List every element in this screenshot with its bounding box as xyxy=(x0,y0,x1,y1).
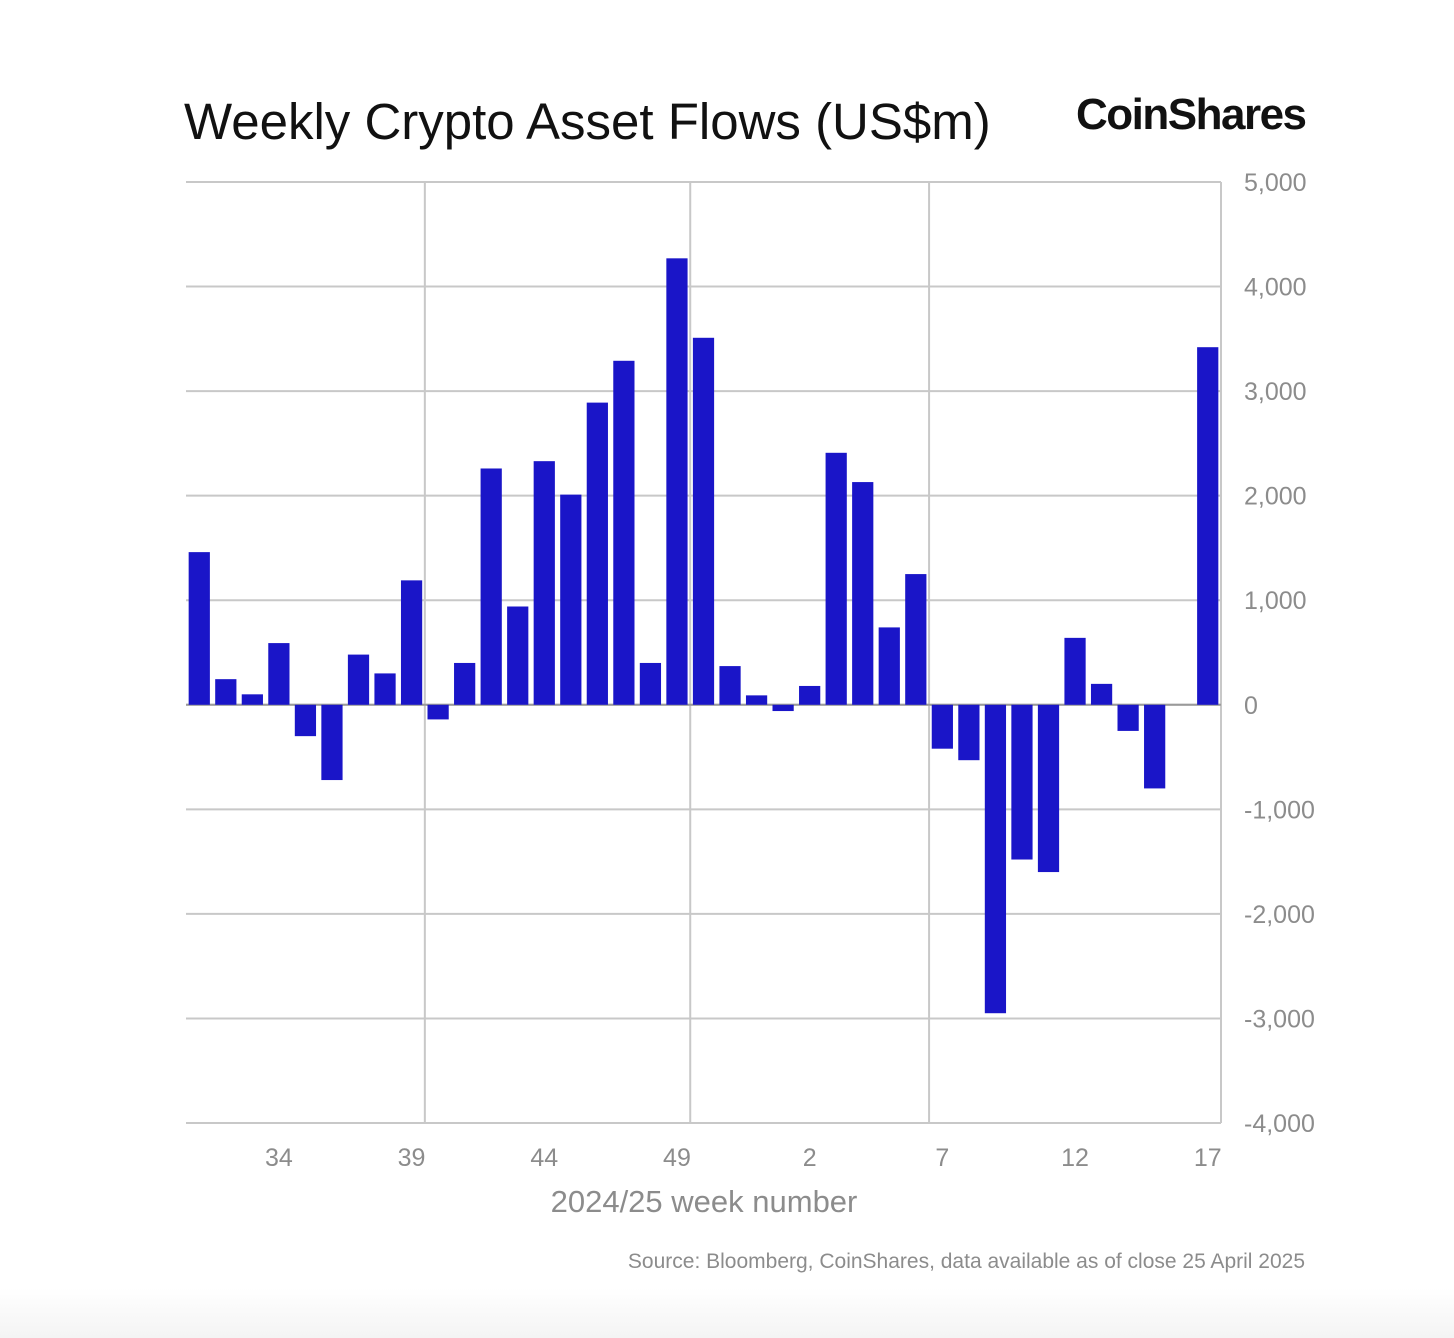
x-tick-label: 49 xyxy=(663,1144,691,1172)
x-tick-label: 39 xyxy=(398,1144,426,1172)
bar-week-13 xyxy=(1090,683,1113,705)
bar-week-8 xyxy=(958,704,980,761)
bar-week-32 xyxy=(215,679,237,705)
bar-week-35 xyxy=(294,704,317,737)
y-tick-label: -1,000 xyxy=(1244,796,1315,824)
bar-week-31 xyxy=(188,552,210,705)
bar-week-50 xyxy=(692,337,715,705)
bar-week-48 xyxy=(639,662,662,705)
bar-week-41 xyxy=(454,662,476,705)
x-tick-label: 7 xyxy=(935,1144,949,1172)
bar-week-42 xyxy=(480,468,502,705)
y-tick-label: 4,000 xyxy=(1244,274,1307,302)
bar-week-12 xyxy=(1064,637,1086,705)
bar-week-39 xyxy=(400,580,423,705)
y-tick-label: 0 xyxy=(1244,692,1258,720)
y-tick-label: 3,000 xyxy=(1244,378,1307,406)
bar-week-5 xyxy=(878,627,900,705)
bar-week-44 xyxy=(533,461,555,705)
bar-week-37 xyxy=(347,654,370,705)
bar-week-34 xyxy=(268,643,290,705)
bar-week-7 xyxy=(931,704,953,749)
bottom-fade xyxy=(0,1288,1454,1338)
bar-week-4 xyxy=(852,482,874,705)
x-tick-label: 34 xyxy=(265,1144,293,1172)
bar-week-40 xyxy=(427,704,449,720)
x-tick-label: 12 xyxy=(1061,1144,1089,1172)
bar-week-6 xyxy=(905,574,927,705)
coinshares-logo: CoinShares xyxy=(1076,90,1307,139)
bar-week-43 xyxy=(507,606,529,705)
y-tick-label: -4,000 xyxy=(1244,1110,1315,1138)
bar-week-46 xyxy=(586,402,608,705)
bar-week-9 xyxy=(984,704,1007,1014)
bar-week-45 xyxy=(560,494,582,705)
bar-week-38 xyxy=(374,673,396,705)
bar-week-47 xyxy=(613,360,635,705)
bar-week-14 xyxy=(1117,704,1139,731)
source-note: Source: Bloomberg, CoinShares, data avai… xyxy=(627,1250,1305,1273)
bar-week-33 xyxy=(241,694,263,705)
y-tick-label: 1,000 xyxy=(1244,587,1307,615)
bars xyxy=(188,258,1219,1014)
bar-week-17 xyxy=(1197,347,1219,705)
x-axis-label: 2024/25 week number xyxy=(551,1184,858,1219)
x-tick-label: 2 xyxy=(803,1144,817,1172)
y-tick-label: -3,000 xyxy=(1244,1005,1315,1033)
bar-week-10 xyxy=(1011,704,1033,860)
bar-week-15 xyxy=(1144,704,1166,789)
x-tick-label: 44 xyxy=(530,1144,558,1172)
bar-week-52 xyxy=(745,695,768,705)
y-tick-label: -2,000 xyxy=(1244,901,1315,929)
bar-week-1 xyxy=(772,704,794,712)
x-tick-label: 17 xyxy=(1194,1144,1222,1172)
y-tick-label: 5,000 xyxy=(1244,169,1307,197)
axes: 5,000 4,000 3,000 2,000 1,000 0 -1,000 -2,000 -3… xyxy=(265,169,1315,1172)
bar-week-11 xyxy=(1037,704,1060,873)
bar-week-49 xyxy=(666,258,688,705)
bar-week-3 xyxy=(825,452,847,705)
bar-week-2 xyxy=(799,685,821,705)
chart-title: Weekly Crypto Asset Flows (US$m) xyxy=(184,93,991,150)
bar-week-36 xyxy=(321,704,343,781)
bar-week-51 xyxy=(719,666,741,705)
y-tick-label: 2,000 xyxy=(1244,483,1307,511)
